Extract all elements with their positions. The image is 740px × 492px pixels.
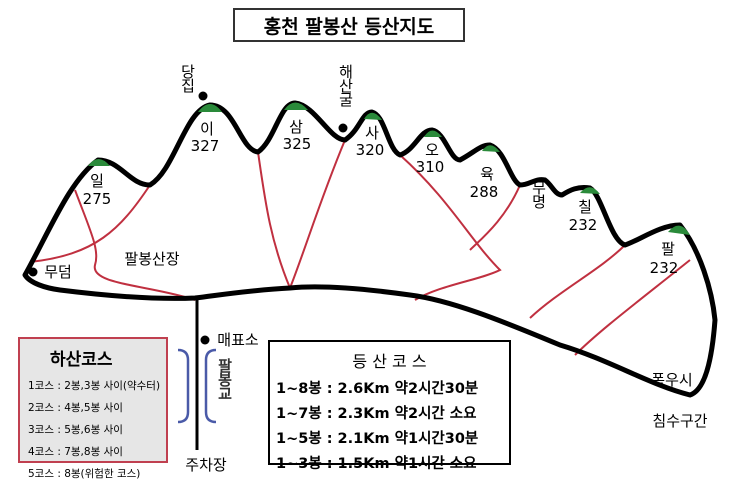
- place-dots: [28, 91, 348, 345]
- place-dot: [338, 123, 348, 133]
- course-row: 1~8봉 : 2.6Km 약2시간30분: [276, 381, 479, 397]
- course-legend: 등 산 코 스 1~8봉 : 2.6Km 약2시간30분 1~7봉 : 2.3K…: [268, 340, 511, 472]
- place-dot: [28, 267, 38, 277]
- peak-cap: [580, 187, 600, 194]
- place-label: 해산굴: [336, 64, 355, 106]
- peak-caps: [88, 102, 690, 235]
- peak-name: 삼: [289, 118, 303, 136]
- peak-cap: [424, 130, 442, 137]
- peak-cap: [88, 159, 110, 166]
- peak-cap: [284, 102, 308, 110]
- peak-height: 232: [568, 216, 598, 234]
- descent-row: 5코스 : 8봉(위험한 코스): [28, 468, 141, 480]
- peak-name: 칠: [578, 198, 592, 216]
- course-title: 등 산 코 스: [352, 352, 427, 371]
- trail: [257, 151, 291, 289]
- ridge-trail: [22, 100, 718, 398]
- peak-height: 275: [82, 190, 112, 208]
- peak-cap: [482, 145, 500, 152]
- trail: [74, 189, 196, 301]
- peak-name: 육: [480, 165, 494, 183]
- place-label: 팔봉산장: [124, 250, 180, 268]
- peak-cap: [364, 112, 382, 120]
- place-dot: [198, 91, 208, 101]
- place-dot: [200, 335, 210, 345]
- descent-row: 1코스 : 2봉,3봉 사이(약수터): [28, 380, 161, 392]
- descent-row: 2코스 : 4봉,5봉 사이: [28, 402, 123, 414]
- map-title: 홍천 팔봉산 등산지도: [233, 8, 465, 42]
- peak-height: 320: [355, 141, 385, 159]
- place-label: 매표소: [217, 331, 259, 349]
- peak-name: 이: [200, 120, 214, 138]
- descent-row: 3코스 : 5봉,6봉 사이: [28, 424, 123, 436]
- peak-name: 팔: [661, 240, 675, 258]
- peak-cap: [668, 225, 690, 235]
- descent-trails: [29, 139, 691, 356]
- peak-height: 232: [649, 259, 679, 277]
- place-label: 무명: [529, 180, 548, 208]
- trail: [29, 184, 151, 263]
- peak-height: 325: [282, 135, 312, 153]
- place-label: 팔봉교: [215, 358, 234, 400]
- descent-title: 하산코스: [50, 350, 113, 370]
- bracket: [204, 348, 217, 424]
- bridge-brackets: [177, 348, 217, 424]
- bracket: [177, 348, 190, 424]
- trail: [399, 154, 502, 301]
- trail: [574, 259, 691, 356]
- peak-name: 오: [425, 141, 439, 159]
- place-label: 주차장: [185, 456, 227, 474]
- peak-height: 310: [415, 158, 445, 176]
- peak-height: 327: [190, 137, 220, 155]
- course-row: 1~3봉 : 1.5Km 약1시간 소요: [276, 456, 477, 472]
- course-row: 1~5봉 : 2.1Km 약1시간30분: [276, 431, 479, 447]
- trail: [469, 184, 521, 251]
- descent-row: 4코스 : 7봉,8봉 사이: [28, 446, 123, 458]
- place-label: 당집: [178, 64, 197, 92]
- place-label: 무덤: [44, 263, 72, 281]
- peak-name: 사: [365, 124, 379, 142]
- peak-cap: [198, 104, 222, 112]
- place-label: 폭우시: [651, 371, 693, 389]
- course-row: 1~7봉 : 2.3Km 약2시간 소요: [276, 406, 477, 422]
- peak-name: 일: [90, 172, 104, 190]
- descent-legend: 하산코스 1코스 : 2봉,3봉 사이(약수터) 2코스 : 4봉,5봉 사이 …: [18, 337, 168, 480]
- trail: [289, 139, 346, 289]
- peak-height: 288: [469, 183, 499, 201]
- place-label: 침수구간: [652, 412, 708, 430]
- trail: [529, 244, 626, 319]
